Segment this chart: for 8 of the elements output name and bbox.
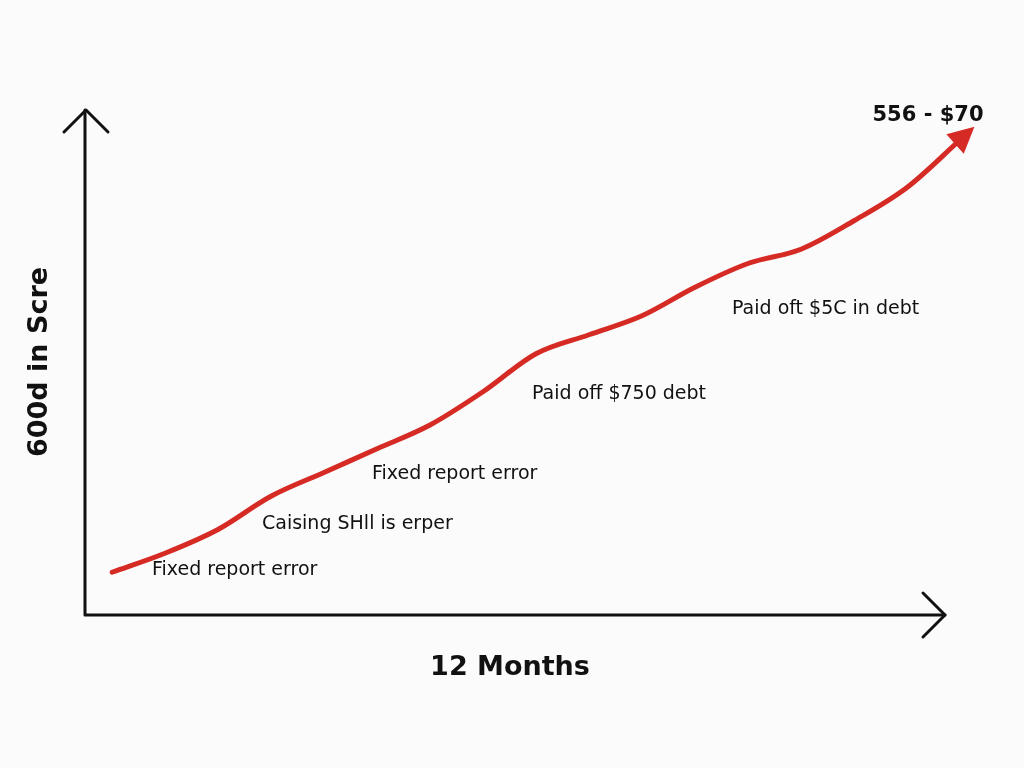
annotation: Fixed report error (152, 556, 318, 579)
text: 556 - $70 (872, 102, 984, 127)
x-axis-title: 12 Months (430, 650, 590, 682)
annotation: Fixed report error (372, 460, 538, 483)
annotation: Paid oft $5C in debt (732, 295, 920, 318)
annotation: Caising SHll is erper (262, 510, 453, 533)
y-axis-title: 600d in Scre (22, 266, 54, 458)
annotation: Paid off $750 debt (532, 380, 707, 403)
